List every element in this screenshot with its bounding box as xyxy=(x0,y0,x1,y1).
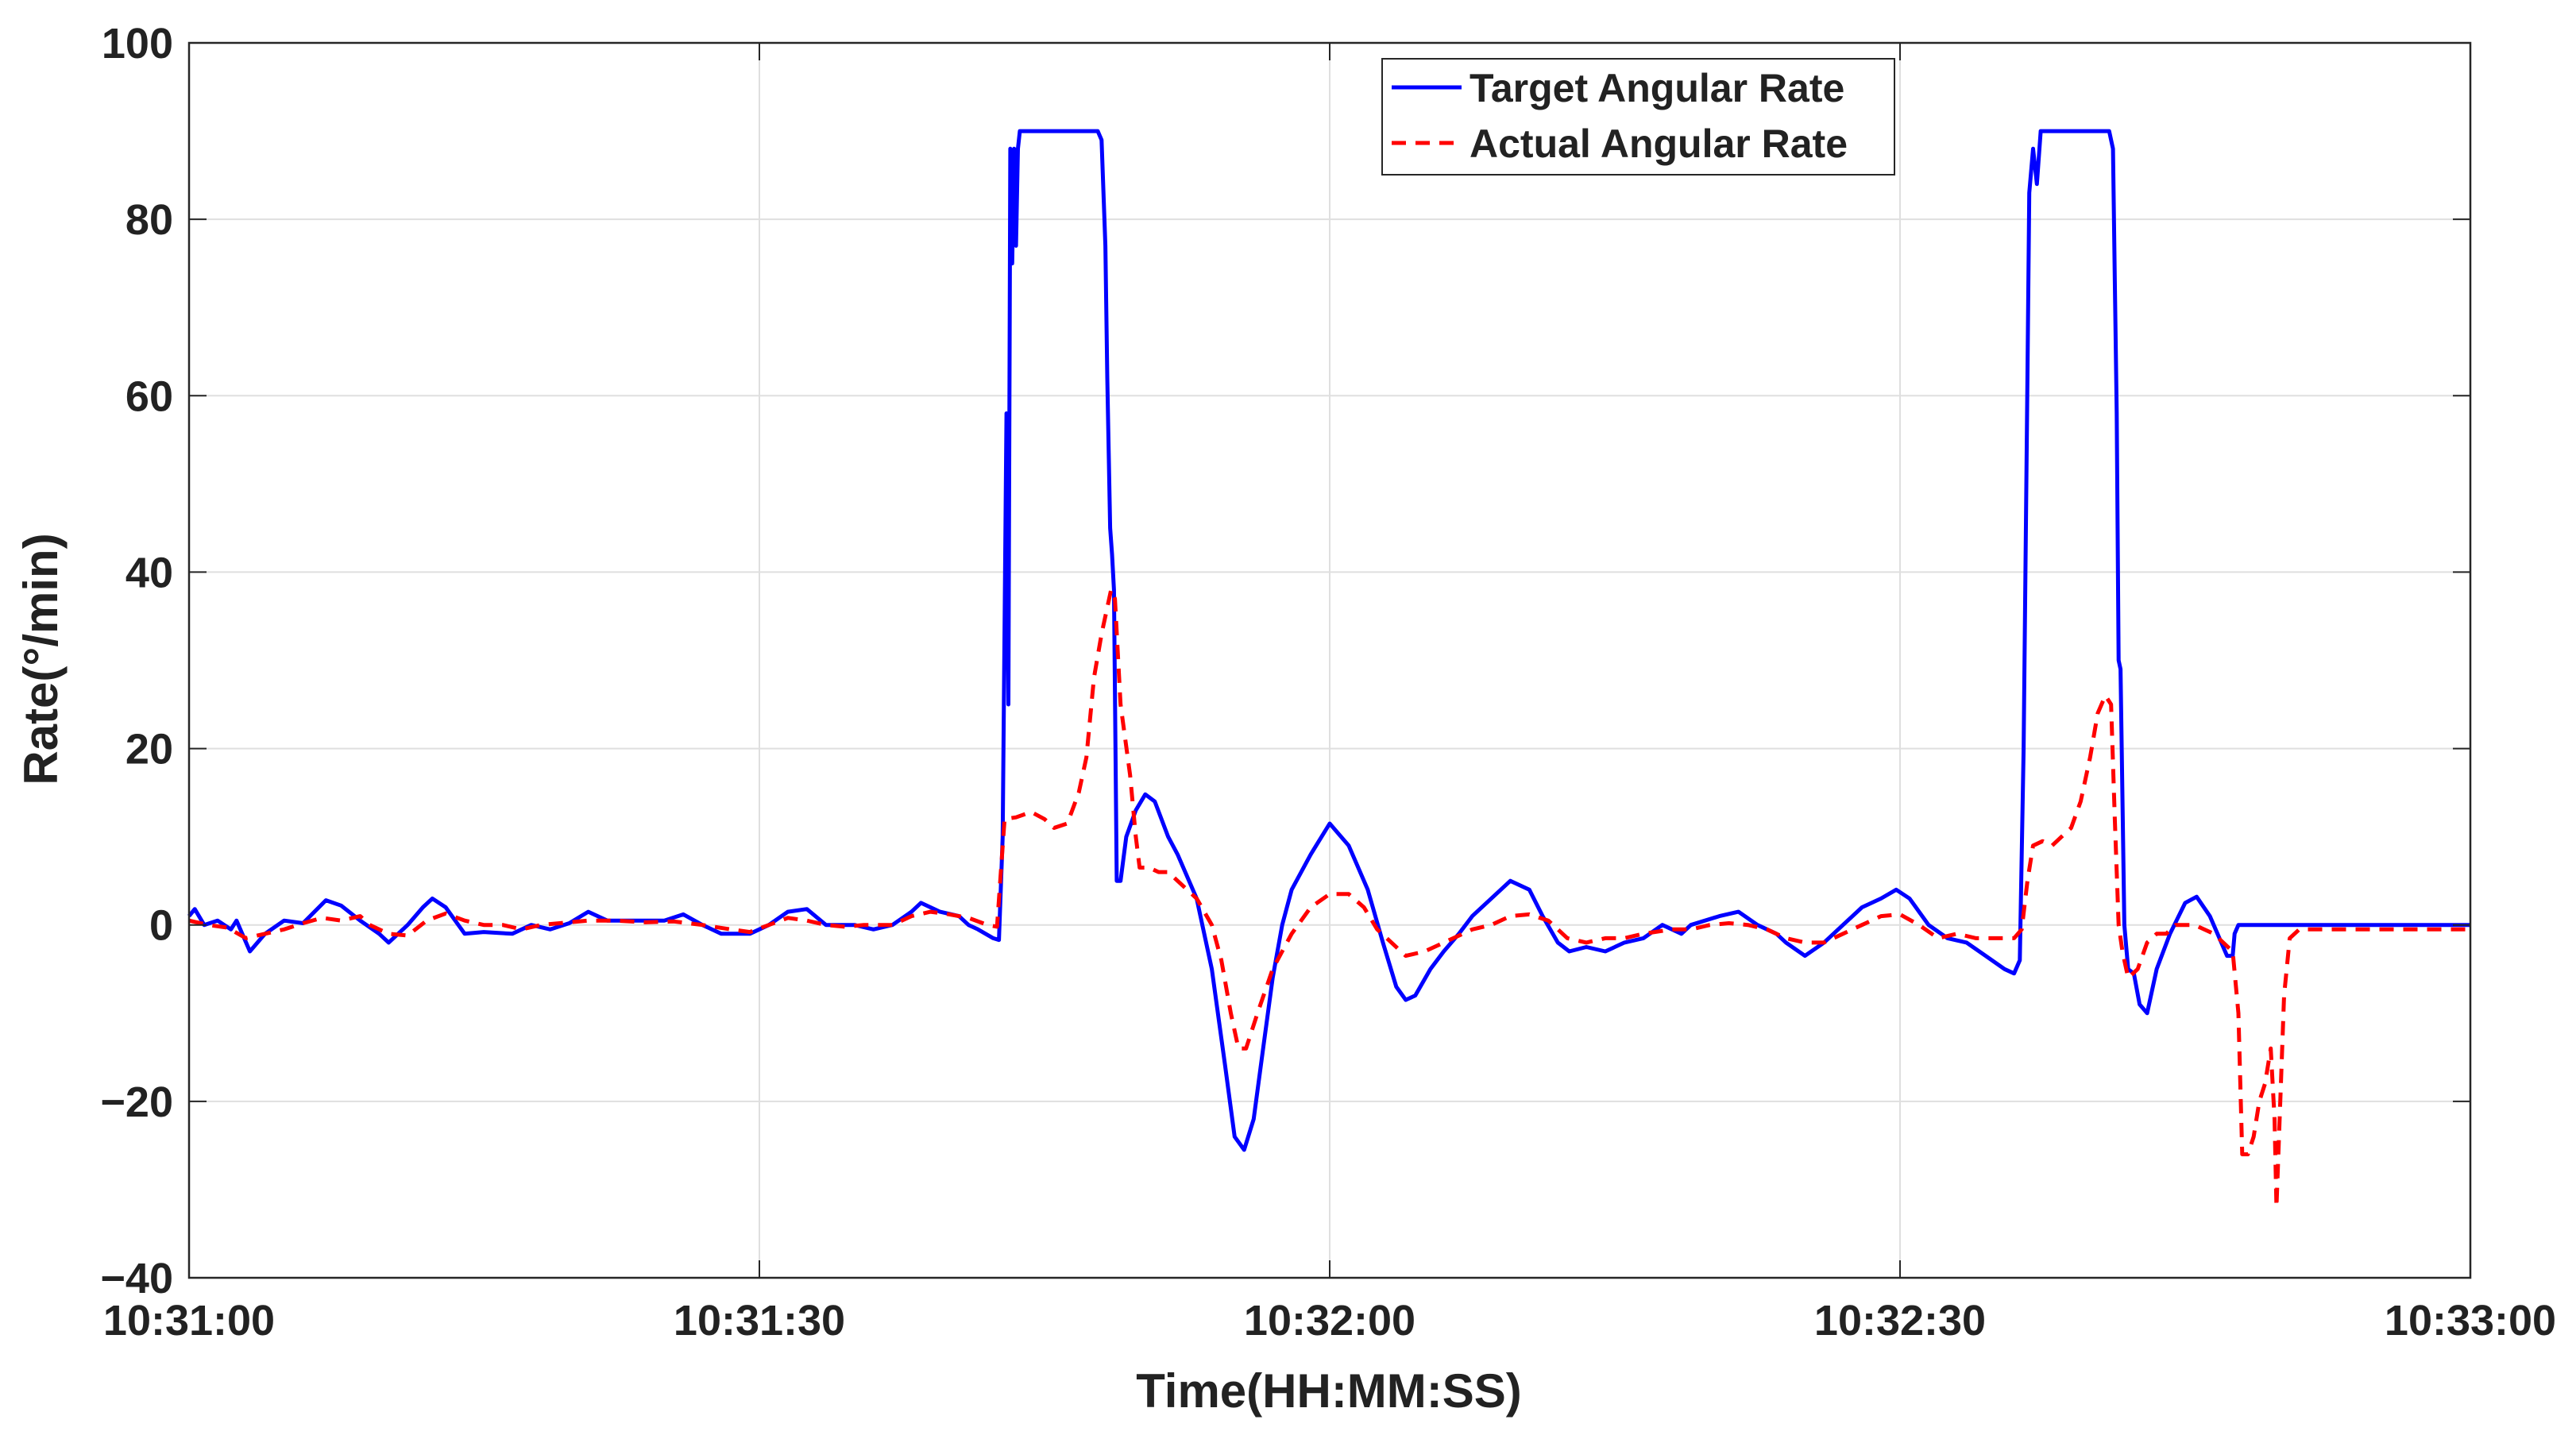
plot-frame xyxy=(187,41,2472,1279)
y-tick-label: 60 xyxy=(126,372,173,420)
y-tick-label: 100 xyxy=(102,20,173,68)
legend-box xyxy=(1381,58,1895,176)
tick-label-layer: 10:31:00 10:31:30 10:32:00 10:32:30 10:33:00… xyxy=(100,20,2556,1344)
legend-label-actual: Actual Angular Rate xyxy=(1470,122,1848,166)
series-line-actual-angular-rate xyxy=(188,588,2470,1209)
axes-layer xyxy=(187,41,2472,1279)
y-tick-label: 20 xyxy=(126,726,173,774)
x-tick-label: 10:33:00 xyxy=(2385,1297,2556,1344)
x-tick-label: 10:31:30 xyxy=(674,1297,845,1344)
y-tick-label: −20 xyxy=(100,1078,173,1126)
y-tick-label: −40 xyxy=(100,1255,173,1302)
y-axis-label: Rate(°/min) xyxy=(14,533,68,785)
legend: Target Angular Rate Actual Angular Rate xyxy=(1381,58,1895,176)
y-tick-label: 80 xyxy=(126,196,173,244)
x-tick-label: 10:32:30 xyxy=(1814,1297,1986,1344)
x-axis-label: Time(HH:MM:SS) xyxy=(1136,1364,1522,1418)
x-tick-label: 10:31:00 xyxy=(103,1297,275,1344)
series-layer xyxy=(187,129,2470,1209)
x-tick-label: 10:32:00 xyxy=(1244,1297,1415,1344)
y-tick-label: 0 xyxy=(149,902,173,950)
legend-label-target: Target Angular Rate xyxy=(1470,66,1844,110)
y-tick-label: 40 xyxy=(126,549,173,596)
